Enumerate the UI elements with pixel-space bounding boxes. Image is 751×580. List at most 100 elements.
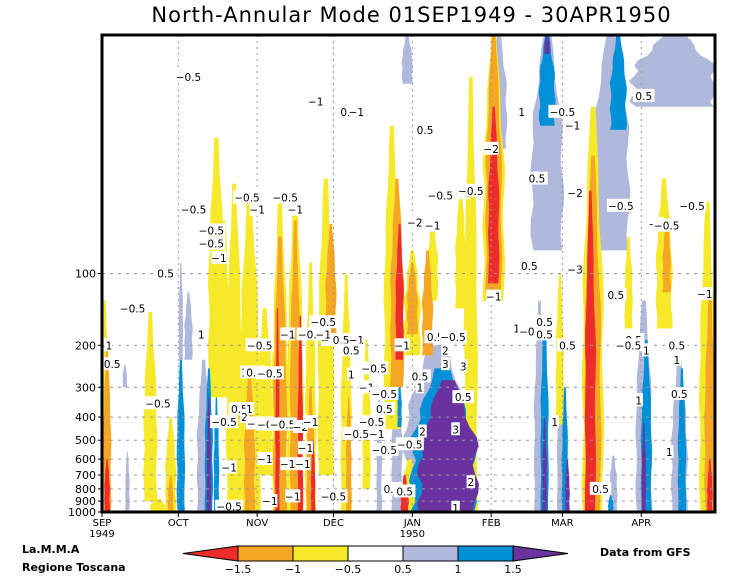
contour-label-bg [634, 393, 643, 407]
contour-label: 3 [452, 424, 459, 436]
contour-label: −0.5 [211, 417, 237, 429]
contour-region [104, 459, 110, 512]
contour-label: 1 [518, 107, 525, 119]
contour-label: −1 [369, 429, 384, 441]
y-tick-label: 100 [75, 268, 96, 281]
contour-label: 1 [643, 345, 650, 357]
contour-region [256, 308, 274, 476]
contour-region [122, 364, 128, 388]
contour-region [397, 380, 402, 427]
contour-label: −1 [211, 253, 226, 265]
contour-label-bg [143, 396, 172, 410]
contour-label-bg [309, 315, 338, 329]
y-tick-label: 400 [75, 411, 96, 424]
contour-label-bg [466, 475, 476, 489]
colorbar-label: 1 [455, 563, 462, 576]
org-line2: Regione Toscana [22, 561, 126, 574]
contour-region [406, 262, 418, 335]
contour-label: −0.5 [176, 72, 202, 84]
contour-label-bg [249, 202, 265, 216]
contour-label: −0.5 [120, 303, 146, 315]
contour-region [707, 459, 713, 512]
contour-region [421, 250, 434, 356]
contour-label: −0.5 [550, 107, 576, 119]
contour-label-bg [451, 500, 460, 512]
contour-region [455, 190, 467, 309]
contour-label-bg [393, 484, 416, 498]
contour-label: −1 [257, 454, 272, 466]
contour-label-bg [426, 188, 455, 202]
contour-label-bg [697, 287, 713, 301]
contour-region [167, 475, 174, 512]
colorbar-swatch [292, 545, 349, 562]
contour-label: 1 [674, 355, 681, 367]
contour-label-bg [280, 457, 296, 471]
contour-label-bg [548, 104, 577, 118]
contour-label-bg [342, 426, 371, 440]
contour-label: −0.5 [181, 205, 207, 217]
contour-region [102, 350, 112, 512]
colorbar: −1.5 −1 −0.5 0.5 1 1.5 [182, 545, 569, 576]
contour-label: 1 [452, 503, 459, 515]
contour-label: −1 [394, 340, 409, 352]
contour-label: 3 [460, 361, 467, 373]
contour-label: 1 [666, 447, 673, 459]
y-tick-label: 500 [75, 434, 96, 447]
contour-label-bg [664, 444, 674, 458]
contour-label-bg [668, 386, 691, 400]
x-tick-sublabel: 1949 [89, 529, 114, 540]
contour-label: −0.5 [216, 502, 242, 514]
contour-label: −0.5 [199, 239, 225, 251]
contour-region [704, 292, 715, 512]
contour-label-bg [357, 415, 386, 429]
contour-label-bg [370, 443, 399, 457]
contour-label: 0.5 [592, 484, 609, 496]
contour-label: 0.5 [536, 329, 553, 341]
x-tick-label: NOV [246, 518, 268, 529]
contour-label: −0.5 [440, 332, 466, 344]
contour-label: −2 [407, 217, 422, 229]
contour-label: −0.5 [199, 225, 225, 237]
contour-label: −1 [221, 462, 236, 474]
contour-label-bg [221, 460, 237, 474]
contour-label: −0.5 [372, 445, 398, 457]
contour-label-bg [348, 332, 364, 346]
contour-label: 0.5 [157, 269, 174, 281]
contour-label: −0.5 [311, 317, 337, 329]
contour-label: −1 [295, 459, 310, 471]
contour-label-bg [589, 481, 612, 495]
contour-label: −0.5 [247, 340, 273, 352]
contour-label: 2 [419, 427, 426, 439]
contour-label-bg [512, 321, 521, 335]
contour-label-bg [409, 369, 431, 383]
contour-label: −0.5 [608, 201, 634, 213]
contour-region [662, 220, 671, 293]
contour-region [125, 451, 130, 512]
y-tick-label: 600 [75, 453, 96, 466]
x-tick-label: FEB [482, 518, 501, 529]
contour-region [213, 397, 220, 512]
contour-label: 0.5 [536, 317, 553, 329]
contour-label-bg [211, 250, 227, 264]
contour-label-bg [257, 452, 273, 466]
contour-label: −0.5 [361, 363, 387, 375]
y-tick-label: 700 [75, 469, 96, 482]
contour-labels: −0.5−10.5−10.5−0.5−0.50.5−0.5−0.5−1−0.5−… [102, 69, 713, 515]
contour-label: −0.5 [270, 420, 296, 432]
contour-label: −1 [262, 496, 277, 508]
contour-label: 0.5 [455, 392, 472, 404]
x-tick-label: DEC [323, 518, 344, 529]
contour-label: −1 [697, 289, 712, 301]
contour-label: −0.5 [397, 439, 423, 451]
y-tick-label: 200 [75, 339, 96, 352]
colorbar-swatch [347, 545, 404, 562]
contour-label-bg [672, 352, 682, 366]
contour-region [225, 183, 243, 512]
contour-label-bg [441, 357, 450, 371]
contour-region [417, 380, 479, 512]
contour-label-bg [179, 202, 208, 216]
x-tick-label: JAN [403, 518, 421, 529]
contour-label-bg [102, 357, 123, 371]
contour-label: 2 [241, 412, 248, 424]
